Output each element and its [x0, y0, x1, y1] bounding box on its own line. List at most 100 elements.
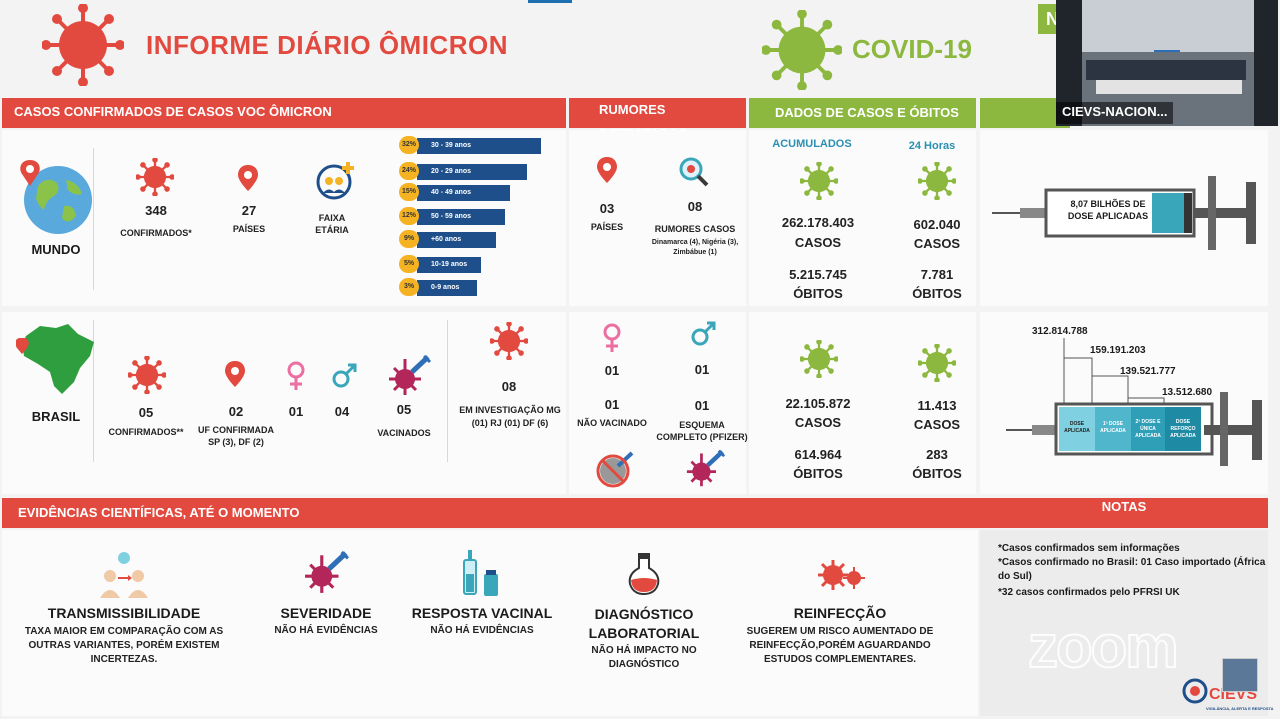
lab-flask-icon	[628, 553, 660, 596]
female-icon	[287, 361, 305, 390]
male-icon	[332, 363, 357, 388]
evidence-panel	[2, 530, 978, 716]
note-item: *32 casos confirmados pelo PFRSI UK	[998, 587, 1180, 598]
age-bar-percent: 15%	[399, 183, 419, 201]
brasil-vaccinated-value: 05	[396, 402, 412, 417]
world-label: MUNDO	[31, 242, 81, 257]
video-tile[interactable]: CIEVS-NACION...	[1056, 0, 1278, 126]
24h-header: 24 Horas	[908, 140, 956, 152]
evidence-title: SEVERIDADE	[280, 605, 372, 621]
world-rumors-panel	[569, 130, 746, 306]
world-doses-text: 8,07 BILHÕES DE DOSE APLICADAS	[1067, 199, 1149, 221]
small-avatar	[1222, 658, 1258, 692]
evidence-title: TRANSMISSIBILIDADE	[47, 605, 201, 621]
corner-badge: N	[1038, 4, 1059, 34]
no-vaccine-icon	[596, 451, 634, 488]
brasil-acum-cases: 22.105.872	[785, 396, 851, 411]
age-bar-percent: 3%	[399, 278, 419, 296]
video-name-label: CIEVS-NACION...	[1056, 102, 1174, 124]
age-bar-fill: 50 - 59 anos	[417, 209, 505, 225]
rumors-label: RUMORES CASOS	[654, 224, 736, 234]
age-bar-percent: 12%	[399, 207, 419, 225]
globe-icon	[20, 160, 92, 234]
vaccine-virus-icon	[686, 449, 726, 487]
transmission-icon	[100, 552, 148, 598]
evidence-title: REINFECÇÃO	[793, 605, 887, 621]
age-bar-percent: 32%	[399, 136, 419, 154]
dose-segment: DOSE APLICADA	[1059, 407, 1095, 451]
dose-segment: 1ª DOSE APLICADA	[1095, 407, 1131, 451]
world-acum-deaths: 5.215.745	[789, 267, 847, 282]
not-vaccinated-value: 01	[604, 397, 620, 412]
virus-icon	[918, 344, 956, 382]
cievs-logo-icon	[1182, 678, 1208, 704]
section-notes-header: NOTAS	[980, 498, 1268, 528]
age-bar-fill: +60 anos	[417, 232, 496, 248]
divider	[93, 320, 94, 462]
section-rumors-header: RUMORES DETECTADOS	[569, 98, 746, 141]
vaccine-virus-icon	[389, 354, 432, 395]
investigation-label: EM INVESTIGAÇÃO MG (01) RJ (01) DF (6)	[459, 405, 561, 428]
cases-label: CASOS	[913, 236, 961, 251]
virus-icon	[490, 322, 528, 360]
divider	[447, 320, 448, 462]
evidence-text: NÃO HÁ EVIDÊNCIAS	[430, 625, 534, 636]
brasil-confirmed-value: 05	[138, 405, 154, 420]
divider	[93, 148, 94, 290]
brasil-uf-detail: SP (3), DF (2)	[208, 437, 264, 447]
age-bar-fill: 0-9 anos	[417, 280, 477, 296]
evidence-title: DIAGNÓSTICO LABORATORIAL	[588, 606, 700, 641]
deaths-label: ÓBITOS	[793, 466, 843, 481]
rumors-detail: Dinamarca (4), Nigéria (3), Zimbábue (1)	[651, 239, 739, 256]
evidence-title: RESPOSTA VACINAL	[411, 605, 553, 621]
age-bar-percent: 5%	[399, 255, 419, 273]
dose-value: 159.191.203	[1090, 345, 1146, 356]
cases-label: CASOS	[913, 417, 961, 432]
brazil-map-icon	[16, 324, 94, 394]
location-pin-icon	[225, 361, 245, 387]
dose-segment: DOSE REFORÇO APLICADA	[1165, 407, 1201, 451]
syringe-icon	[992, 176, 1256, 250]
section-omicron-header: CASOS CONFIRMADOS DE CASOS VOC ÔMICRON	[2, 98, 566, 128]
world-confirmed-label: CONFIRMADOS*	[120, 228, 192, 238]
virus-icon	[800, 340, 838, 378]
world-acum-cases: 262.178.403	[781, 215, 855, 230]
brasil-uf-value: 02	[228, 404, 244, 419]
virus-icon	[800, 162, 838, 200]
brasil-24h-cases: 11.413	[917, 398, 957, 413]
virus-icon	[128, 356, 166, 394]
video-ceiling	[1082, 0, 1254, 52]
video-people	[1086, 60, 1246, 80]
virus-icon	[918, 162, 956, 200]
cases-label: CASOS	[794, 415, 842, 430]
brasil-female-value: 01	[288, 404, 304, 419]
section-cases-header: DADOS DE CASOS E ÓBITOS	[749, 98, 976, 128]
video-desks	[1096, 76, 1242, 94]
world-confirmed-value: 348	[145, 203, 167, 218]
age-bar-fill: 40 - 49 anos	[417, 185, 510, 201]
brasil-male-value: 04	[334, 404, 350, 419]
deaths-label: ÓBITOS	[912, 466, 962, 481]
deaths-label: ÓBITOS	[793, 286, 843, 301]
magnifier-virus-icon	[679, 157, 709, 187]
dose-value: 13.512.680	[1162, 387, 1213, 398]
zoom-watermark: zoom	[1027, 612, 1180, 681]
female-icon	[603, 323, 621, 352]
age-bar-fill: 10-19 anos	[417, 257, 481, 273]
evidence-text: SUGEREM UM RISCO AUMENTADO DE REINFECÇÃO…	[746, 626, 934, 665]
world-24h-deaths: 7.781	[920, 267, 954, 282]
dose-leader-lines	[1063, 338, 1165, 404]
note-item: *Casos confirmado no Brasil: 01 Caso imp…	[998, 557, 1266, 582]
brasil-acum-deaths: 614.964	[794, 447, 842, 462]
world-countries-label: PAÍSES	[232, 224, 266, 234]
male-icon	[691, 321, 716, 346]
section-vaccine-header	[980, 98, 1070, 128]
evidence-text: NÃO HÁ IMPACTO NO DIAGNÓSTICO	[591, 645, 697, 670]
note-item: *Casos confirmados sem informações	[998, 543, 1180, 554]
virus-icon	[136, 158, 174, 196]
covid-title: COVID-19	[852, 34, 972, 64]
dose-value: 139.521.777	[1120, 366, 1176, 377]
location-pin-icon	[597, 157, 617, 183]
rumors-countries-label: PAÍSES	[590, 222, 624, 232]
accumulated-header: ACUMULADOS	[772, 138, 852, 150]
